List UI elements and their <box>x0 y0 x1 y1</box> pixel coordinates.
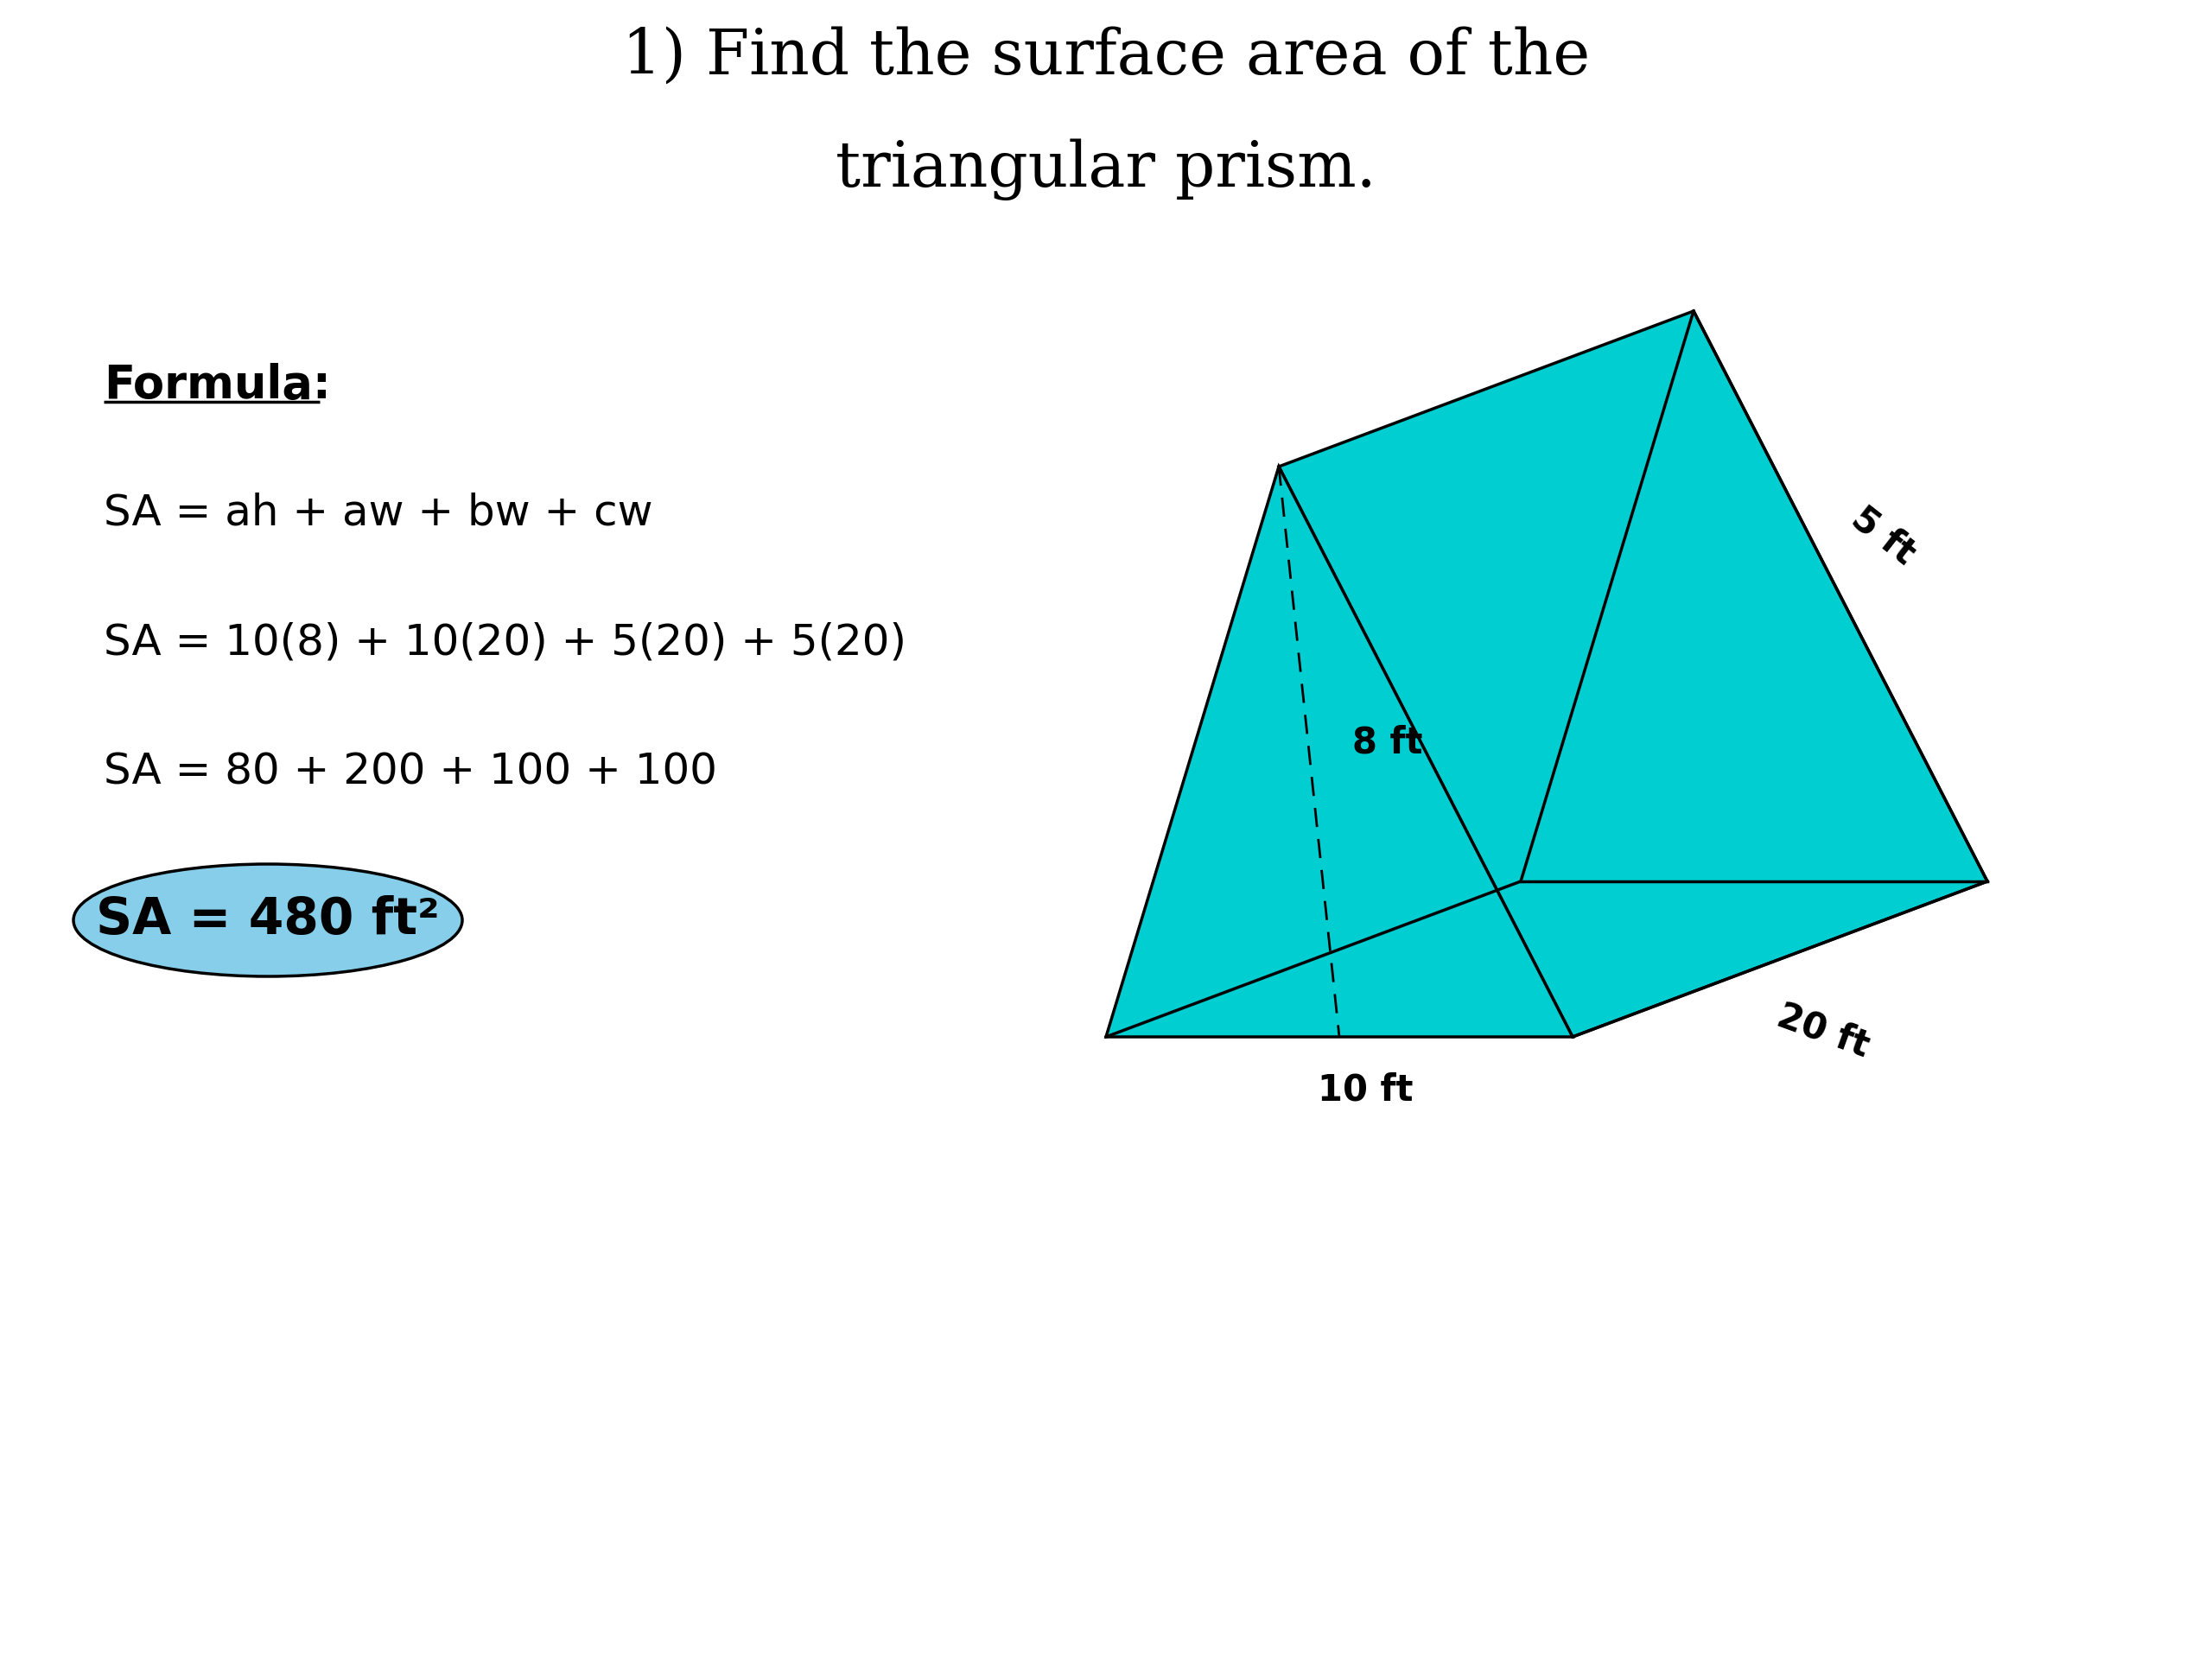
Text: SA = 80 + 200 + 100 + 100: SA = 80 + 200 + 100 + 100 <box>104 752 717 793</box>
Text: 1) Find the surface area of the: 1) Find the surface area of the <box>622 27 1590 86</box>
Ellipse shape <box>73 864 462 977</box>
Text: triangular prism.: triangular prism. <box>836 138 1376 201</box>
Text: SA = 10(8) + 10(20) + 5(20) + 5(20): SA = 10(8) + 10(20) + 5(20) + 5(20) <box>104 622 907 664</box>
Text: 5 ft: 5 ft <box>1845 499 1922 572</box>
Text: SA = ah + aw + bw + cw: SA = ah + aw + bw + cw <box>104 493 653 534</box>
Text: 10 ft: 10 ft <box>1318 1072 1413 1108</box>
Text: SA = 480 ft²: SA = 480 ft² <box>95 896 440 946</box>
Text: Formula:: Formula: <box>104 363 332 408</box>
Polygon shape <box>1106 466 1573 1037</box>
Polygon shape <box>1279 310 1986 1037</box>
Text: 20 ft: 20 ft <box>1772 999 1874 1065</box>
Text: 8 ft: 8 ft <box>1352 725 1422 761</box>
